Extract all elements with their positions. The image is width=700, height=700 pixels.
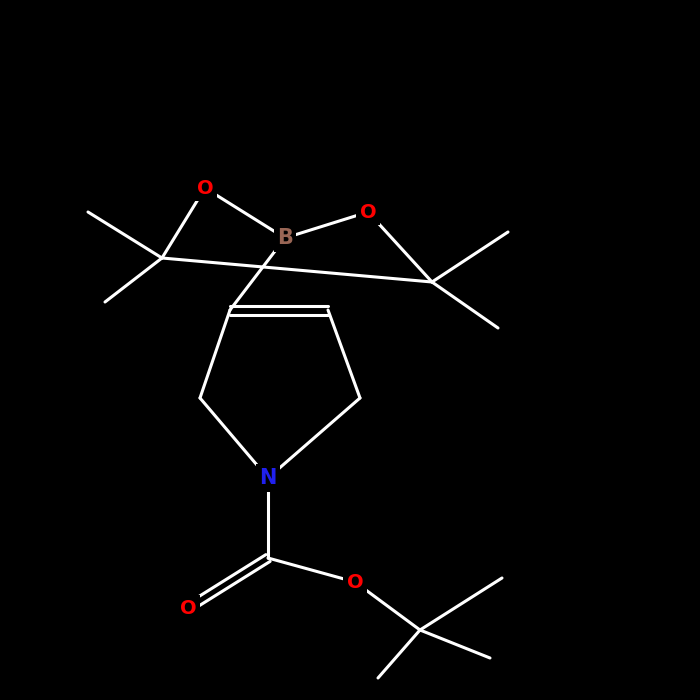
Text: O: O [360, 202, 377, 221]
Text: O: O [180, 598, 196, 617]
Text: O: O [346, 573, 363, 591]
Text: O: O [197, 178, 214, 197]
Text: B: B [277, 228, 293, 248]
Text: N: N [259, 468, 276, 488]
